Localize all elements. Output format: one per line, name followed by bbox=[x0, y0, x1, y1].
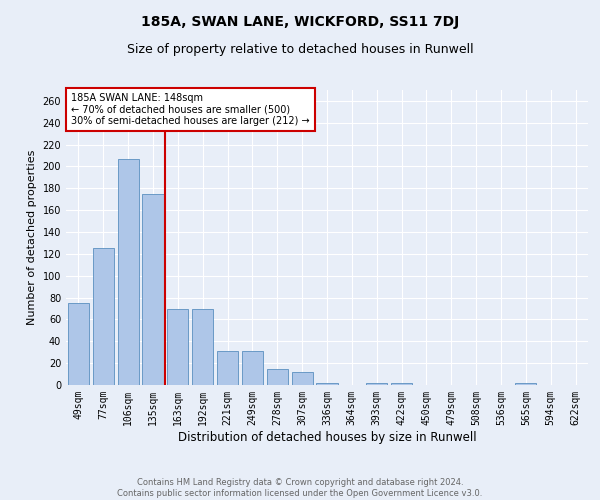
Bar bbox=[366, 383, 387, 385]
Bar bbox=[515, 383, 536, 385]
Bar bbox=[142, 194, 164, 385]
Text: Size of property relative to detached houses in Runwell: Size of property relative to detached ho… bbox=[127, 42, 473, 56]
Bar bbox=[68, 303, 89, 385]
Bar bbox=[292, 372, 313, 385]
Bar bbox=[267, 368, 288, 385]
Bar bbox=[118, 159, 139, 385]
Text: Contains HM Land Registry data © Crown copyright and database right 2024.
Contai: Contains HM Land Registry data © Crown c… bbox=[118, 478, 482, 498]
Bar bbox=[93, 248, 114, 385]
Text: 185A SWAN LANE: 148sqm
← 70% of detached houses are smaller (500)
30% of semi-de: 185A SWAN LANE: 148sqm ← 70% of detached… bbox=[71, 93, 310, 126]
Bar bbox=[192, 308, 213, 385]
Bar bbox=[167, 308, 188, 385]
Bar bbox=[242, 351, 263, 385]
Bar bbox=[316, 383, 338, 385]
Bar bbox=[217, 351, 238, 385]
X-axis label: Distribution of detached houses by size in Runwell: Distribution of detached houses by size … bbox=[178, 430, 476, 444]
Bar bbox=[391, 383, 412, 385]
Text: 185A, SWAN LANE, WICKFORD, SS11 7DJ: 185A, SWAN LANE, WICKFORD, SS11 7DJ bbox=[141, 15, 459, 29]
Y-axis label: Number of detached properties: Number of detached properties bbox=[27, 150, 37, 325]
